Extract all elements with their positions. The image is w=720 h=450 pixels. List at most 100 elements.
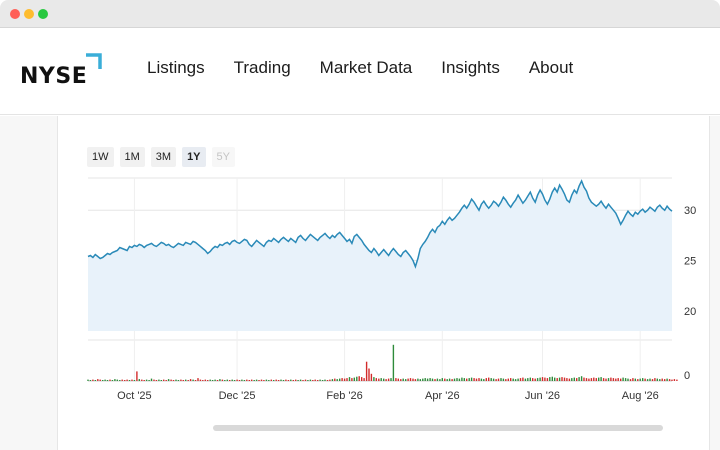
- range-1w-button[interactable]: 1W: [87, 147, 114, 167]
- chart-scrollbar[interactable]: [213, 425, 663, 431]
- close-window-icon[interactable]: [10, 9, 20, 19]
- volume-bar: [671, 379, 673, 381]
- minimize-window-icon[interactable]: [24, 9, 34, 19]
- volume-bar: [632, 378, 634, 381]
- volume-bar: [241, 379, 243, 381]
- volume-bar: [634, 378, 636, 381]
- volume-bar: [341, 378, 343, 381]
- volume-bar: [365, 361, 368, 381]
- range-3m-button[interactable]: 3M: [150, 147, 177, 167]
- date-tick-label: Jun '26: [525, 390, 560, 402]
- volume-bar: [353, 377, 355, 381]
- volume-bar: [434, 379, 436, 381]
- volume-bar: [395, 378, 397, 381]
- volume-bar: [229, 380, 231, 381]
- volume-bar: [514, 379, 517, 381]
- nav-insights[interactable]: Insights: [441, 58, 500, 77]
- volume-bar: [246, 379, 248, 381]
- volume-bar: [114, 379, 116, 381]
- volume-bar: [588, 378, 590, 381]
- date-tick-label: Dec '25: [219, 390, 256, 402]
- volume-bar: [475, 378, 478, 381]
- volume-bar: [273, 380, 275, 381]
- volume-bar: [620, 378, 622, 381]
- volume-bar: [446, 379, 448, 381]
- volume-bar: [211, 380, 214, 381]
- volume-bar: [182, 380, 184, 381]
- volume-bar: [119, 380, 121, 381]
- volume-bar: [405, 379, 407, 381]
- nav-about[interactable]: About: [528, 58, 574, 77]
- volume-bar: [629, 379, 632, 381]
- volume-bar: [444, 378, 446, 381]
- nav-trading[interactable]: Trading: [233, 58, 291, 77]
- nyse-logo[interactable]: NYSE: [20, 52, 106, 92]
- volume-bar: [348, 377, 351, 381]
- volume-bar: [99, 379, 101, 381]
- volume-bar: [109, 379, 111, 381]
- range-1y-button[interactable]: 1Y: [182, 147, 206, 167]
- volume-bar: [417, 378, 419, 381]
- volume-bar: [656, 378, 658, 381]
- volume-bar: [167, 379, 170, 381]
- volume-bar: [282, 380, 285, 381]
- volume-bar: [163, 379, 165, 381]
- volume-bar: [642, 378, 644, 381]
- volume-bar: [654, 378, 656, 381]
- volume-bar: [331, 379, 334, 381]
- volume-bar: [497, 378, 500, 381]
- volume-bar: [180, 379, 182, 381]
- volume-bar: [231, 379, 233, 381]
- volume-bar: [258, 380, 260, 381]
- volume-bar: [668, 379, 671, 381]
- price-area: [88, 181, 672, 331]
- volume-bar: [363, 378, 365, 381]
- nav-market-data[interactable]: Market Data: [319, 58, 413, 77]
- volume-bar: [248, 380, 250, 381]
- volume-bar: [505, 379, 507, 381]
- volume-bar: [637, 379, 639, 381]
- volume-bar: [314, 379, 316, 381]
- volume-bar: [207, 380, 209, 381]
- volume-bar: [429, 378, 431, 381]
- volume-bar: [666, 378, 668, 381]
- main-nav: Listings Trading Market Data Insights Ab…: [147, 58, 602, 78]
- volume-bar: [102, 380, 104, 381]
- volume-bar: [439, 379, 441, 381]
- volume-bar: [558, 377, 561, 381]
- volume-bar: [495, 379, 497, 381]
- volume-bar: [106, 380, 109, 381]
- volume-bar: [124, 380, 126, 381]
- volume-bar: [470, 377, 473, 381]
- volume-bar: [659, 379, 661, 381]
- volume-bar: [563, 377, 566, 381]
- nav-listings[interactable]: Listings: [147, 58, 205, 77]
- volume-bar: [165, 380, 167, 381]
- volume-bar: [448, 378, 451, 381]
- volume-bar: [492, 378, 495, 381]
- range-1m-button[interactable]: 1M: [119, 147, 145, 167]
- volume-bar: [556, 378, 558, 381]
- volume-bar: [126, 379, 128, 381]
- volume-bar: [233, 380, 236, 381]
- price-tick-label: 25: [684, 256, 696, 268]
- volume-bar: [209, 379, 211, 381]
- volume-bar: [612, 378, 615, 381]
- date-tick-label: Feb '26: [326, 390, 362, 402]
- volume-bar: [307, 380, 309, 381]
- volume-bar: [507, 378, 509, 381]
- volume-bar: [397, 378, 399, 381]
- volume-bar: [622, 377, 624, 381]
- volume-bar: [458, 378, 461, 381]
- volume-bar: [236, 379, 238, 381]
- volume-bar: [519, 378, 522, 381]
- volume-bar: [185, 379, 187, 381]
- volume-bar: [221, 379, 224, 381]
- maximize-window-icon[interactable]: [38, 9, 48, 19]
- volume-bar: [136, 371, 138, 381]
- volume-bar: [297, 380, 299, 381]
- volume-bar: [463, 378, 465, 381]
- volume-bar: [148, 380, 150, 381]
